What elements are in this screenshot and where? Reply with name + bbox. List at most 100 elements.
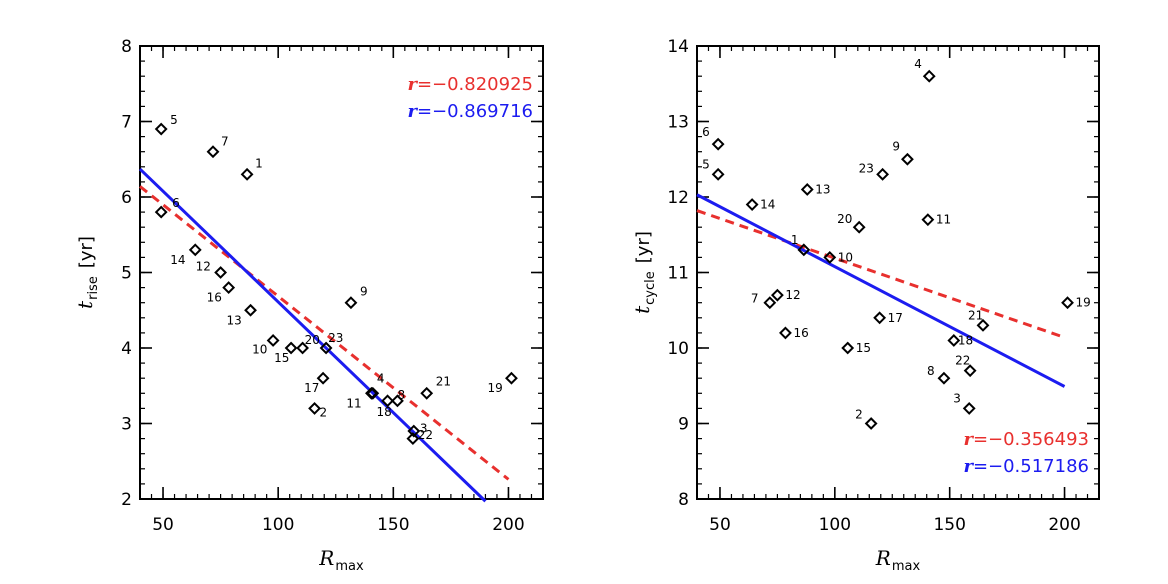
data-point-label: 8 <box>398 388 406 402</box>
data-point-label: 7 <box>221 135 229 149</box>
data-point-label: 14 <box>760 198 775 212</box>
data-point-label: 19 <box>1076 296 1091 310</box>
data-point-5 <box>154 122 168 136</box>
data-point-label: 19 <box>487 381 502 395</box>
data-point-label: 20 <box>305 333 320 347</box>
data-point-19 <box>1061 296 1074 310</box>
y-tick-label: 3 <box>121 415 132 435</box>
data-point-label: 9 <box>892 139 900 153</box>
data-point-label: 11 <box>346 396 361 410</box>
data-point-16 <box>222 281 236 295</box>
data-point-6 <box>711 137 725 151</box>
data-point-3 <box>406 432 420 446</box>
data-point-1 <box>797 243 811 257</box>
data-point-label: 14 <box>170 253 185 267</box>
data-point-label: 4 <box>914 57 922 71</box>
data-point-1 <box>240 167 254 181</box>
x-tick-label: 150 <box>933 515 965 535</box>
y-tick-label: 12 <box>667 188 689 208</box>
fit-line-red-dashed <box>139 185 510 481</box>
data-point-13 <box>800 183 814 196</box>
data-point-label: 3 <box>420 422 428 436</box>
data-point-label: 23 <box>859 161 874 175</box>
data-point-15 <box>284 341 298 355</box>
data-point-18 <box>391 394 404 408</box>
data-point-8 <box>937 371 951 385</box>
x-axis-title: Rmax <box>875 546 921 574</box>
data-point-3 <box>962 401 976 415</box>
data-point-2 <box>864 417 878 430</box>
y-tick-label: 7 <box>121 113 132 133</box>
data-point-14 <box>188 243 202 257</box>
correlation-label-red-dashed: r=−0.820925 <box>407 74 533 95</box>
data-point-label: 9 <box>360 285 368 299</box>
y-tick-label: 9 <box>678 415 689 435</box>
correlation-label-red-dashed: r=−0.356493 <box>963 429 1089 450</box>
y-tick-label: 8 <box>678 490 689 510</box>
data-point-13 <box>244 303 257 317</box>
data-point-22 <box>407 424 421 438</box>
data-point-label: 6 <box>702 125 710 139</box>
y-tick-label: 11 <box>667 264 689 284</box>
data-point-label: 15 <box>274 351 289 365</box>
data-point-10 <box>266 334 280 347</box>
y-tick-label: 5 <box>121 264 132 284</box>
data-point-6 <box>154 205 168 219</box>
data-point-label: 16 <box>207 291 222 305</box>
x-tick-label: 200 <box>1048 515 1080 535</box>
data-point-8 <box>381 394 394 408</box>
data-point-label: 10 <box>838 250 853 264</box>
fit-line-blue-solid <box>696 193 1066 388</box>
data-point-10 <box>823 250 837 264</box>
data-point-12 <box>770 288 784 302</box>
data-point-12 <box>214 266 228 279</box>
data-point-label: 18 <box>376 405 391 419</box>
data-point-label: 10 <box>252 342 267 356</box>
data-point-label: 12 <box>785 288 800 302</box>
y-tick-label: 8 <box>121 37 132 57</box>
data-point-11 <box>921 213 935 227</box>
data-point-label: 18 <box>958 333 973 347</box>
data-point-label: 21 <box>968 308 983 322</box>
correlation-label-blue-solid: r=−0.517186 <box>963 456 1089 477</box>
data-point-23 <box>319 341 333 355</box>
data-point-label: 2 <box>855 408 863 422</box>
data-point-label: 16 <box>793 326 808 340</box>
fit-line-red-dashed <box>696 209 1066 339</box>
data-point-22 <box>963 364 977 378</box>
data-point-4 <box>922 69 936 83</box>
data-point-label: 13 <box>815 182 830 196</box>
y-tick-label: 10 <box>667 339 689 359</box>
data-point-label: 15 <box>856 341 871 355</box>
data-point-label: 3 <box>953 391 961 405</box>
data-point-7 <box>206 145 220 159</box>
data-point-label: 6 <box>172 196 180 210</box>
chart-panel-rise-time: 50 100 150 20023456781234567891011121314151… <box>73 37 544 574</box>
y-axis-title: tcycle[yr] <box>630 231 658 314</box>
data-point-label: 22 <box>418 428 433 442</box>
x-tick-label: 50 <box>709 515 731 535</box>
data-point-19 <box>505 371 518 385</box>
data-point-21 <box>420 386 434 400</box>
data-point-16 <box>779 326 792 340</box>
x-tick-label: 50 <box>152 515 174 535</box>
x-axis-title: Rmax <box>318 546 364 574</box>
data-point-15 <box>841 341 855 355</box>
data-point-label: 5 <box>702 157 710 171</box>
data-point-label: 22 <box>955 354 970 368</box>
data-point-2 <box>308 401 321 415</box>
data-point-9 <box>344 296 358 310</box>
data-point-label: 4 <box>377 371 385 385</box>
data-point-14 <box>745 198 759 211</box>
data-point-label: 5 <box>170 113 178 127</box>
x-tick-label: 100 <box>819 515 851 535</box>
y-tick-label: 2 <box>121 490 132 510</box>
y-axis-title: trise[yr] <box>73 236 101 309</box>
data-point-20 <box>296 341 309 355</box>
fit-line-blue-solid <box>138 167 487 503</box>
data-point-18 <box>947 334 961 347</box>
x-tick-label: 100 <box>262 515 294 535</box>
data-point-5 <box>711 167 725 181</box>
data-point-11 <box>365 386 378 400</box>
